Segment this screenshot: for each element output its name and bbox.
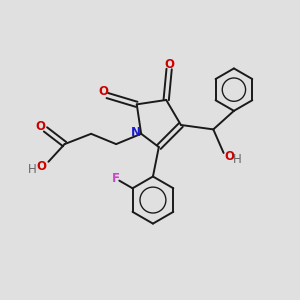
Text: H: H [233,153,242,166]
Text: N: N [131,126,141,139]
Text: H: H [28,163,37,176]
Text: O: O [224,150,234,163]
Text: O: O [164,58,174,71]
Text: F: F [112,172,120,185]
Text: O: O [99,85,109,98]
Text: O: O [36,160,46,173]
Text: O: O [35,120,45,133]
